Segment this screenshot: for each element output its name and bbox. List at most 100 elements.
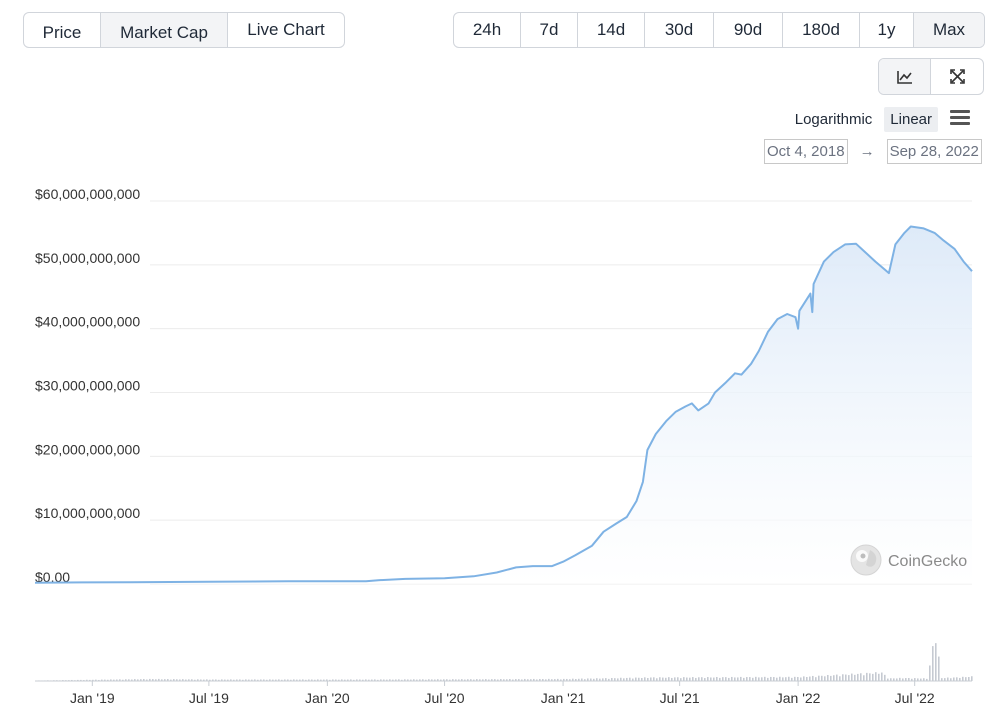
volume-bar: [455, 679, 457, 681]
volume-bar: [935, 643, 937, 681]
volume-bar: [164, 679, 166, 681]
volume-bar: [482, 679, 484, 681]
volume-bar: [737, 677, 739, 681]
volume-bar: [134, 679, 136, 681]
range-max[interactable]: Max: [914, 13, 984, 47]
y-tick-label: $30,000,000,000: [35, 378, 140, 394]
x-tick-label: Jul '20: [425, 690, 465, 706]
volume-bar: [929, 665, 931, 681]
watermark-label: CoinGecko: [888, 553, 967, 570]
volume-bar: [296, 679, 298, 681]
expand-button[interactable]: [931, 59, 983, 94]
volume-bar: [617, 678, 619, 681]
tab-price[interactable]: Price: [24, 13, 101, 47]
volume-bar: [317, 679, 319, 681]
volume-bar: [956, 677, 958, 681]
volume-bar: [824, 676, 826, 681]
date-from-input[interactable]: Oct 4, 2018: [764, 139, 848, 164]
volume-bar: [350, 679, 352, 681]
y-tick-label: $40,000,000,000: [35, 314, 140, 330]
scale-logarithmic-option[interactable]: Logarithmic: [794, 111, 873, 128]
volume-bar: [899, 677, 901, 681]
date-to-input[interactable]: Sep 28, 2022: [886, 139, 982, 164]
tab-live-chart[interactable]: Live Chart: [247, 20, 325, 39]
date-range: Oct 4, 2018 → Sep 28, 2022: [764, 139, 982, 164]
volume-bar: [425, 679, 427, 681]
x-tick-label: Jan '22: [776, 690, 821, 706]
volume-bar: [833, 675, 835, 681]
volume-bar: [650, 677, 652, 681]
volume-bar: [485, 679, 487, 681]
volume-bar: [602, 678, 604, 681]
volume-bar: [815, 677, 817, 681]
volume-bar: [773, 677, 775, 681]
scale-linear-option[interactable]: Linear: [884, 107, 938, 132]
volume-bar: [764, 676, 766, 681]
volume-bar: [545, 679, 547, 681]
range-1y[interactable]: 1y: [860, 13, 914, 47]
volume-bar: [821, 675, 823, 681]
volume-bar: [182, 679, 184, 681]
volume-bar: [224, 679, 226, 681]
range-30d[interactable]: 30d: [645, 13, 714, 47]
x-axis-labels: Jan '19 Jul '19 Jan '20 Jul '20 Jan '21 Jul '…: [70, 681, 935, 706]
volume-bar: [449, 679, 451, 681]
volume-bar: [965, 677, 967, 681]
volume-bar: [149, 678, 151, 681]
volume-bar: [266, 679, 268, 681]
volume-bar: [755, 676, 757, 681]
volume-bar: [431, 679, 433, 681]
volume-bar: [158, 678, 160, 681]
volume-bar: [272, 679, 274, 681]
volume-bar: [371, 679, 373, 681]
volume-bar: [707, 677, 709, 681]
volume-bar: [257, 679, 259, 681]
volume-bar: [566, 678, 568, 681]
volume-bar: [461, 679, 463, 681]
volume-bar: [968, 676, 970, 681]
volume-bar: [644, 677, 646, 681]
volume-bar: [410, 679, 412, 681]
volume-bar: [488, 679, 490, 681]
volume-bar: [179, 679, 181, 681]
volume-bar: [629, 677, 631, 681]
volume-bar: [926, 678, 928, 681]
volume-bar: [587, 678, 589, 681]
volume-bar: [206, 679, 208, 681]
volume-bar: [863, 675, 865, 681]
hamburger-menu-icon[interactable]: [950, 110, 970, 126]
volume-bar: [860, 673, 862, 681]
volume-bar: [716, 676, 718, 681]
volume-bar: [446, 679, 448, 681]
range-180d[interactable]: 180d: [783, 13, 860, 47]
line-chart-button[interactable]: [879, 59, 932, 94]
volume-bar: [668, 677, 670, 681]
volume-bar: [713, 677, 715, 681]
range-14d[interactable]: 14d: [578, 13, 645, 47]
volume-bar: [476, 679, 478, 681]
range-24h[interactable]: 24h: [454, 13, 521, 47]
volume-bar: [440, 679, 442, 681]
volume-bar: [839, 676, 841, 681]
volume-bar: [791, 677, 793, 681]
volume-bar: [368, 679, 370, 681]
volume-bar: [902, 678, 904, 681]
volume-bar: [794, 676, 796, 681]
x-tick-label: Jan '19: [70, 690, 115, 706]
range-7d[interactable]: 7d: [521, 13, 578, 47]
volume-bar: [695, 677, 697, 681]
tab-market-cap[interactable]: Market Cap: [101, 13, 228, 47]
volume-bar: [503, 679, 505, 681]
volume-bar: [752, 677, 754, 681]
volume-bar: [377, 679, 379, 681]
volume-bar: [521, 679, 523, 681]
range-90d[interactable]: 90d: [714, 13, 783, 47]
volume-bar: [407, 679, 409, 681]
volume-bar: [719, 677, 721, 681]
volume-bar: [800, 677, 802, 681]
volume-bar: [281, 679, 283, 681]
volume-bar: [530, 679, 532, 681]
volume-bar: [725, 677, 727, 681]
volume-bar: [146, 679, 148, 681]
volume-bar: [287, 679, 289, 681]
